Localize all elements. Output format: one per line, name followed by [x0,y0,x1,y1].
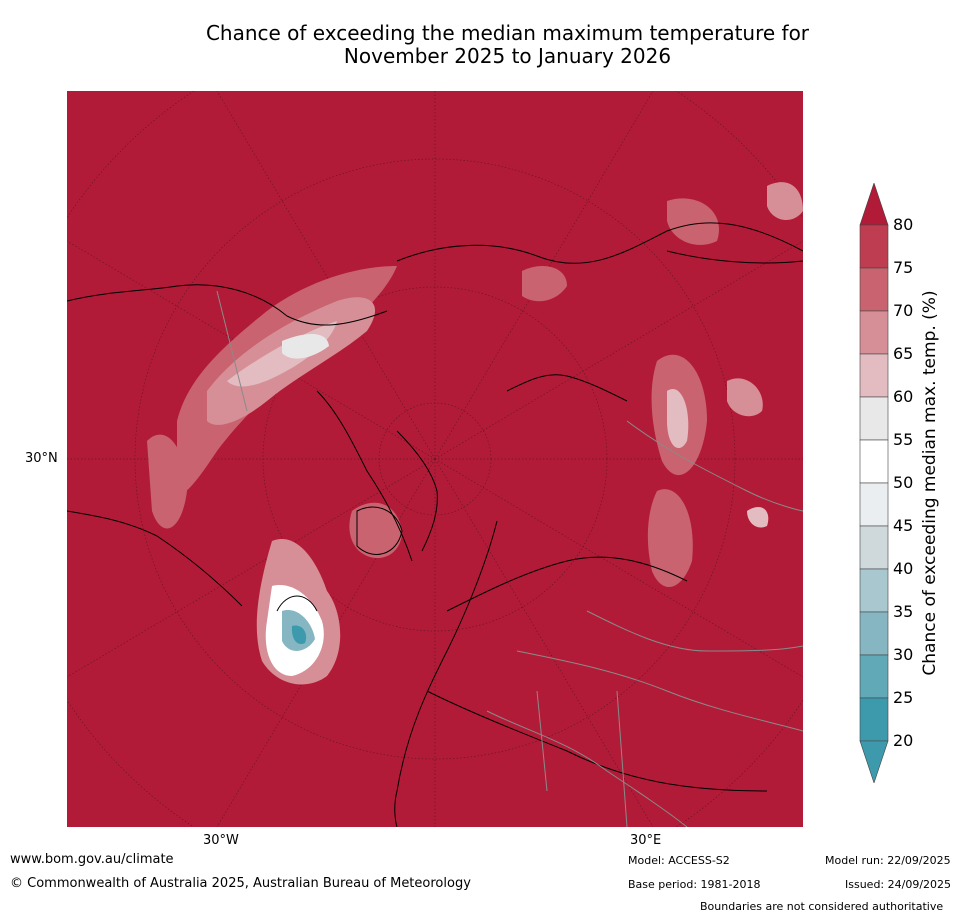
colorbar-tick-label: 70 [893,301,914,320]
colorbar-swatch [859,568,889,613]
chart-title: Chance of exceeding the median maximum t… [0,22,965,68]
colorbar-swatch [859,482,889,527]
colorbar-tick-label: 20 [893,731,914,750]
colorbar-swatch [859,439,889,484]
lon-label-30w: 30°W [203,833,239,848]
colorbar-tick-label: 40 [893,559,914,578]
colorbar-swatch [859,267,889,312]
colorbar-tick-label: 50 [893,473,914,492]
base-period-text: Base period: 1981-2018 [628,878,761,891]
website-link[interactable]: www.bom.gov.au/climate [10,852,174,867]
coastlines [67,222,803,827]
colorbar-tick-label: 30 [893,645,914,664]
map-canvas [67,91,803,827]
colorbar-tick-label: 65 [893,344,914,363]
colorbar-tick-label: 80 [893,215,914,234]
model-run-text: Model run: 22/09/2025 [825,854,951,867]
colorbar-tick-label: 55 [893,430,914,449]
colorbar-swatch [859,353,889,398]
colorbar-swatch [859,525,889,570]
issued-text: Issued: 24/09/2025 [845,878,952,891]
colorbar-swatch [859,224,889,269]
forecast-map [67,91,803,827]
colorbar-label: Chance of exceeding median max. temp. (%… [920,290,940,676]
colorbar-swatch [859,611,889,656]
copyright-text: © Commonwealth of Australia 2025, Austra… [10,876,471,891]
title-line-2: November 2025 to January 2026 [343,44,672,68]
colorbar-top-arrow [859,183,889,226]
colorbar-swatch [859,396,889,441]
colorbar-tick-label: 35 [893,602,914,621]
colorbar-tick-label: 45 [893,516,914,535]
probability-patches [147,182,803,685]
title-line-1: Chance of exceeding the median maximum t… [205,21,810,45]
colorbar-bottom-arrow [859,740,889,783]
colorbar-tick-label: 60 [893,387,914,406]
model-text: Model: ACCESS-S2 [628,854,730,867]
colorbar-tick-label: 25 [893,688,914,707]
lat-label-30n: 30°N [25,451,58,466]
colorbar [859,183,889,783]
colorbar-tick-label: 75 [893,258,914,277]
colorbar-swatch [859,654,889,699]
colorbar-swatch [859,310,889,355]
disclaimer-text: Boundaries are not considered authoritat… [700,900,944,913]
borders [216,290,803,827]
lon-label-30e: 30°E [630,833,662,848]
colorbar-swatch [859,697,889,742]
